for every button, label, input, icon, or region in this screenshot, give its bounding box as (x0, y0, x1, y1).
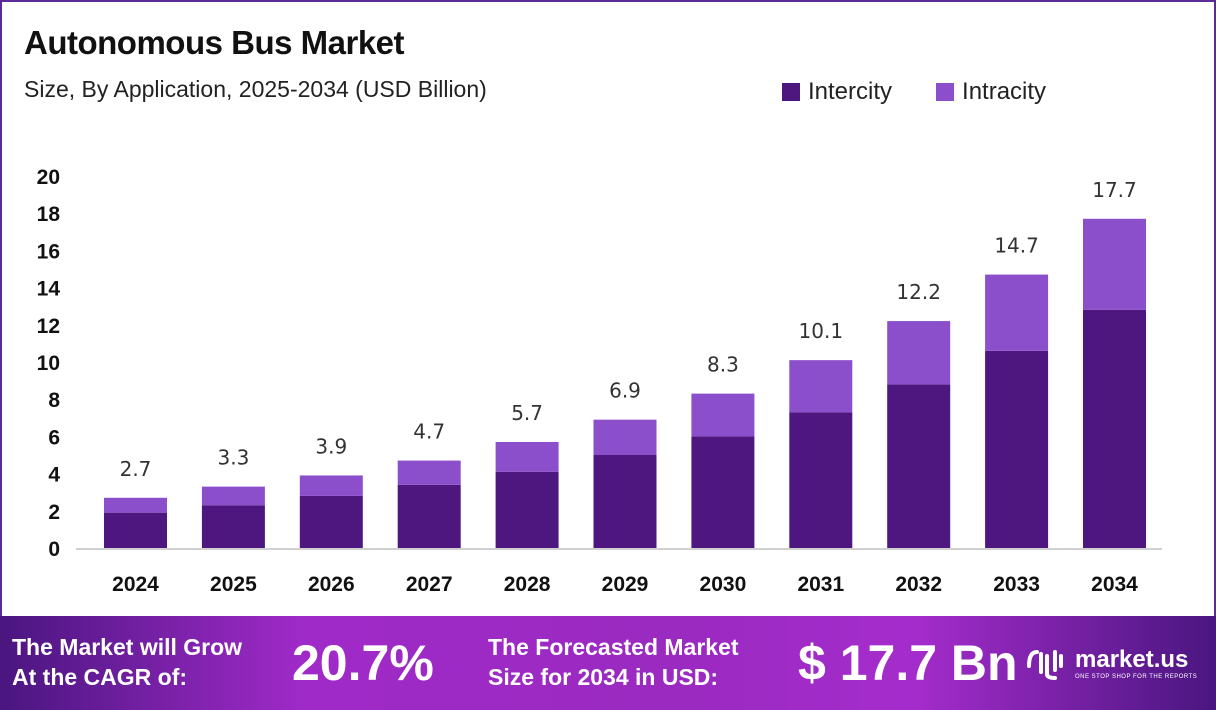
bar-intracity-2027 (397, 460, 461, 485)
x-tick-label: 2027 (406, 573, 453, 596)
y-tick-label: 2 (48, 501, 60, 524)
chart-subtitle: Size, By Application, 2025-2034 (USD Bil… (24, 76, 487, 102)
x-tick-label: 2031 (797, 573, 844, 596)
data-label: 12.2 (896, 280, 941, 304)
market-us-logo: market.us ONE STOP SHOP FOR THE REPORTS (1025, 646, 1197, 680)
data-label: 14.7 (994, 234, 1039, 258)
y-tick-label: 4 (48, 464, 60, 487)
logo-name: market.us (1075, 646, 1189, 673)
legend-item-intercity: Intercity (782, 78, 892, 106)
y-tick-label: 8 (48, 389, 60, 412)
data-label: 8.3 (707, 353, 739, 377)
bar-intercity-2033 (985, 350, 1049, 548)
forecast-value: $ 17.7 Bn (798, 635, 1018, 691)
data-label: 3.3 (217, 446, 249, 470)
forecast-label-line: The Forecasted Market (488, 634, 739, 660)
footer-banner: The Market will Grow At the CAGR of: 20.7… (0, 616, 1216, 710)
legend-label: Intracity (962, 78, 1047, 105)
data-label: 2.7 (120, 457, 152, 481)
x-tick-label: 2030 (700, 573, 747, 596)
y-tick-label: 12 (37, 315, 60, 338)
bar-intracity-2024 (104, 497, 167, 513)
bar-intracity-2034 (1083, 218, 1146, 310)
logo-tagline: ONE STOP SHOP FOR THE REPORTS (1075, 674, 1198, 680)
bar-intracity-2031 (789, 360, 853, 413)
cagr-label: The Market will Grow At the CAGR of: (12, 632, 242, 692)
data-label: 10.1 (799, 319, 844, 343)
x-tick-label: 2029 (602, 573, 649, 596)
y-tick-label: 16 (37, 240, 60, 263)
bar-intercity-2030 (691, 436, 755, 548)
x-tick-label: 2033 (993, 573, 1040, 596)
legend-swatch (782, 83, 800, 101)
y-tick-label: 6 (48, 426, 60, 449)
bar-intracity-2033 (985, 274, 1049, 351)
bar-intracity-2032 (887, 321, 951, 385)
cagr-label-line: The Market will Grow (12, 634, 243, 660)
legend: Intercity Intracity (782, 78, 1046, 106)
x-tick-label: 2025 (210, 573, 257, 596)
x-tick-label: 2032 (895, 573, 942, 596)
x-tick-label: 2024 (112, 573, 159, 596)
legend-item-intracity: Intracity (936, 78, 1046, 106)
bar-intercity-2028 (495, 471, 559, 548)
bar-intercity-2034 (1083, 309, 1146, 548)
y-tick-label: 10 (37, 352, 60, 375)
x-tick-label: 2028 (504, 573, 551, 596)
y-tick-label: 20 (37, 166, 60, 189)
legend-label: Intercity (808, 78, 893, 105)
bar-intercity-2027 (397, 484, 461, 548)
cagr-label-line: At the CAGR of: (12, 664, 188, 690)
bar-intercity-2032 (887, 384, 951, 548)
data-label: 4.7 (413, 420, 445, 444)
data-label: 3.9 (315, 434, 347, 458)
bar-intracity-2025 (201, 486, 265, 506)
bar-intracity-2026 (299, 475, 363, 496)
data-label: 6.9 (609, 379, 641, 403)
data-label: 17.7 (1092, 178, 1137, 202)
x-tick-label: 2026 (308, 573, 355, 596)
bar-intracity-2029 (593, 419, 657, 455)
bar-intracity-2028 (495, 441, 559, 472)
legend-swatch (936, 83, 955, 101)
y-tick-label: 14 (37, 278, 61, 301)
logo-icon (1027, 650, 1063, 680)
cagr-value: 20.7% (292, 635, 434, 691)
bar-intercity-2024 (104, 512, 167, 548)
y-tick-label: 0 (48, 538, 60, 561)
y-tick-label: 18 (37, 203, 61, 226)
bar-intracity-2030 (691, 393, 755, 437)
bar-intercity-2025 (201, 505, 265, 548)
bar-intercity-2031 (789, 412, 853, 548)
forecast-label: The Forecasted Market Size for 2034 in US… (488, 632, 739, 692)
bar-chart: 0 2 4 6 8 10 12 14 16 18 20 2.7 2024 3.3 2025 3.9 2026 4.… (37, 166, 1162, 596)
chart-title: Autonomous Bus Market (24, 24, 405, 61)
bar-intercity-2026 (299, 495, 363, 548)
data-label: 5.7 (511, 401, 543, 425)
bar-intercity-2029 (593, 455, 657, 548)
forecast-label-line: Size for 2034 in USD: (488, 664, 719, 690)
x-tick-label: 2034 (1091, 573, 1138, 596)
